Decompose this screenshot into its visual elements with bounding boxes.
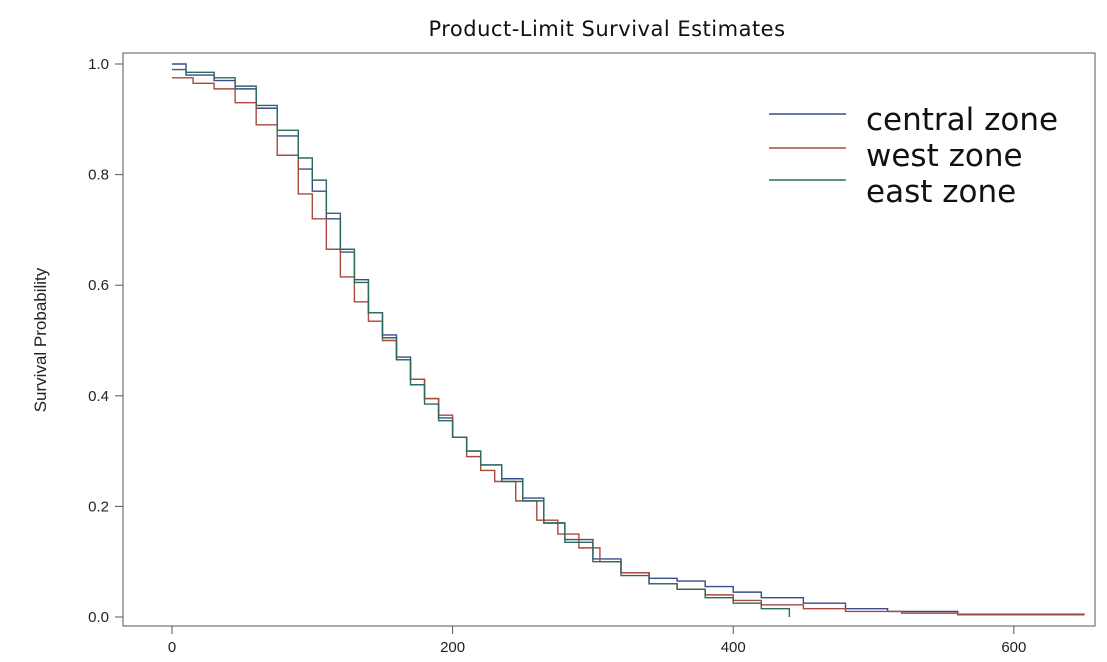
y-tick-label: 0.2 <box>88 498 109 515</box>
x-tick-label: 0 <box>168 639 176 656</box>
x-axis: 0 200 400 600 <box>168 626 1026 656</box>
legend-background <box>842 76 1078 234</box>
y-tick-label: 0.0 <box>88 609 109 626</box>
y-axis-label: Survival Probability <box>31 267 50 412</box>
x-tick-label: 600 <box>1001 639 1026 656</box>
legend-label-west-zone: west zone <box>866 138 1023 174</box>
legend-label-east-zone: east zone <box>866 174 1016 210</box>
legend-label-central-zone: central zone <box>866 102 1058 138</box>
chart-title: Product-Limit Survival Estimates <box>428 17 785 41</box>
y-tick-label: 0.4 <box>88 388 109 405</box>
series-line-east-zone <box>172 68 791 617</box>
plot-frame <box>122 52 1096 627</box>
x-tick-label: 200 <box>440 639 465 656</box>
series-lines <box>172 63 1085 617</box>
y-tick-label: 0.8 <box>88 167 109 184</box>
y-tick-label: 0.6 <box>88 277 109 294</box>
y-axis: 0.0 0.2 0.4 0.6 0.8 1.0 <box>88 56 123 626</box>
x-tick-label: 400 <box>721 639 746 656</box>
y-tick-label: 1.0 <box>88 56 109 73</box>
